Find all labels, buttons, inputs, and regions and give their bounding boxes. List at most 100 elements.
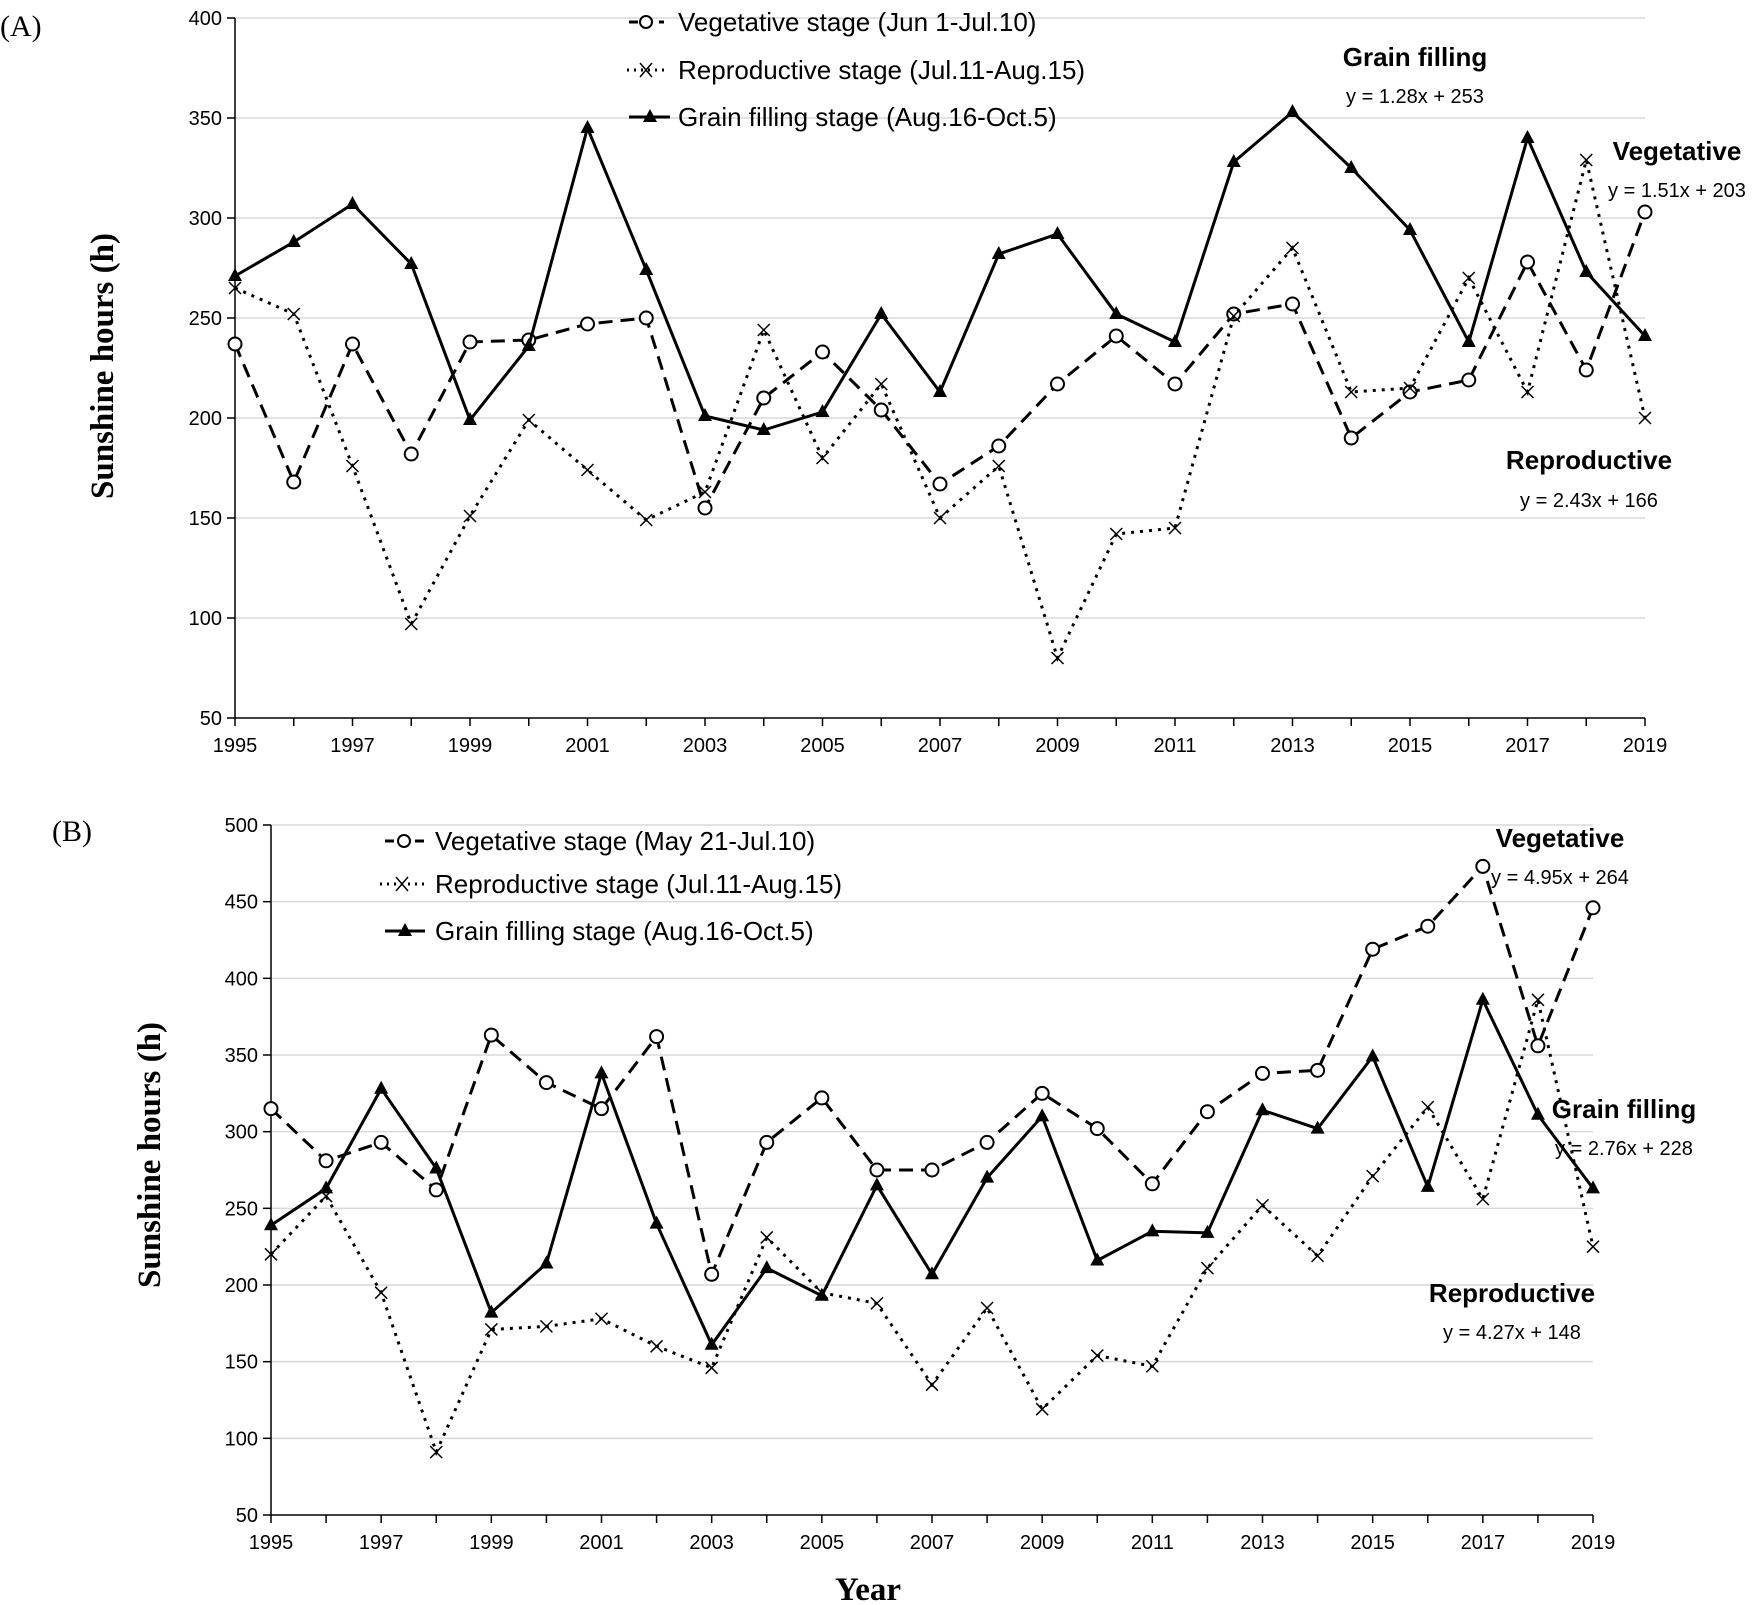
- y-tick-label: 250: [225, 1198, 258, 1220]
- data-point-rep: [815, 451, 830, 465]
- data-point-veg: [403, 446, 419, 462]
- data-point-rep: [650, 1339, 664, 1353]
- legend-label-vegetative: Vegetative stage (May 21-Jul.10): [435, 826, 815, 856]
- data-point-rep: [522, 413, 536, 427]
- data-point-grain: [1109, 306, 1124, 319]
- data-point-rep: [1531, 993, 1545, 1007]
- data-point-rep: [1586, 1240, 1600, 1254]
- data-point-rep: [933, 511, 947, 525]
- data-point-grain: [1586, 1180, 1600, 1194]
- data-point-rep: [1227, 309, 1241, 323]
- y-tick-label: 500: [225, 815, 258, 837]
- data-point-grain: [756, 422, 771, 435]
- panel-a-label: (A): [0, 10, 42, 43]
- legend-label-reproductive: Reproductive stage (Jul.11-Aug.15): [678, 55, 1085, 85]
- data-point-veg: [1167, 376, 1183, 392]
- legend-item-vegetative: Vegetative stage (Jun 1-Jul.10): [629, 7, 1036, 37]
- annotation-title: Vegetative: [1613, 136, 1742, 166]
- annotation-reproductive-a: Reproductive y = 2.43x + 166: [1506, 445, 1672, 512]
- panel-b-y-axis-label: Sunshine hours (h): [132, 1022, 168, 1288]
- legend-item-reproductive: Reproductive stage (Jul.11-Aug.15): [380, 869, 842, 899]
- panel-b-legend: Vegetative stage (May 21-Jul.10) Reprodu…: [380, 826, 842, 946]
- y-tick-label: 350: [189, 108, 222, 130]
- legend-label-reproductive: Reproductive stage (Jul.11-Aug.15): [435, 869, 842, 899]
- data-point-grain: [874, 306, 889, 319]
- x-tick-label: 2019: [1623, 735, 1668, 757]
- legend-item-grain-filling: Grain filling stage (Aug.16-Oct.5): [385, 916, 814, 946]
- data-point-rep: [429, 1445, 443, 1459]
- data-point-veg: [594, 1101, 609, 1117]
- data-point-grain: [1168, 334, 1182, 347]
- data-point-grain: [698, 408, 712, 421]
- y-tick-label: 150: [189, 508, 222, 530]
- data-point-veg: [1475, 858, 1491, 874]
- x-tick-label: 1997: [330, 735, 375, 757]
- data-point-veg: [1255, 1065, 1270, 1081]
- data-point-rep: [345, 459, 360, 473]
- x-tick-label: 2013: [1240, 1532, 1285, 1554]
- x-tick-label: 2007: [918, 735, 963, 757]
- data-point-veg: [756, 390, 772, 406]
- x-tick-label: 2001: [579, 1532, 624, 1554]
- annotation-equation: y = 4.27x + 148: [1443, 1322, 1581, 1344]
- data-point-veg: [1461, 372, 1477, 388]
- data-point-rep: [992, 459, 1006, 473]
- y-tick-label: 300: [189, 208, 222, 230]
- data-point-rep: [1403, 381, 1417, 395]
- data-point-grain: [594, 1065, 609, 1079]
- annotation-grain-filling-a: Grain filling y = 1.28x + 253: [1343, 42, 1487, 108]
- panel-b-x-ticks: 1995 1997 1999 2001 2003 2005 2007 2009 2011 2013…: [249, 1515, 1615, 1554]
- data-point-veg: [1402, 384, 1418, 400]
- data-point-grain: [1050, 226, 1065, 239]
- data-point-rep: [1366, 1169, 1380, 1183]
- annotation-vegetative-a: Vegetative y = 1.51x + 203: [1608, 136, 1746, 202]
- x-tick-label: 2003: [683, 735, 728, 757]
- annotation-equation: y = 2.76x + 228: [1555, 1138, 1693, 1160]
- data-point-veg: [483, 1027, 499, 1043]
- data-point-rep: [1145, 1359, 1159, 1373]
- x-tick-label: 2017: [1505, 735, 1550, 757]
- x-tick-label: 2005: [800, 735, 845, 757]
- data-point-grain: [345, 196, 360, 209]
- data-point-rep: [1050, 651, 1065, 665]
- data-point-veg: [991, 438, 1007, 454]
- data-point-grain: [815, 404, 830, 417]
- data-point-grain: [980, 1169, 995, 1183]
- panel-a-legend: Vegetative stage (Jun 1-Jul.10) Reproduc…: [627, 7, 1085, 132]
- data-point-grain: [1310, 1120, 1325, 1134]
- data-point-rep: [639, 513, 653, 527]
- x-tick-label: 2015: [1388, 735, 1433, 757]
- data-point-grain: [404, 256, 419, 269]
- data-point-grain: [264, 1217, 278, 1231]
- data-point-grain: [1226, 154, 1241, 167]
- data-point-rep: [594, 1312, 609, 1326]
- data-point-grain: [521, 338, 536, 351]
- data-point-rep: [1579, 153, 1593, 167]
- panel-b-series: [263, 858, 1601, 1459]
- data-point-veg: [979, 1134, 995, 1150]
- data-point-veg: [924, 1162, 940, 1178]
- y-tick-label: 200: [225, 1275, 258, 1297]
- y-tick-label: 100: [189, 608, 222, 630]
- x-tick-label: 1999: [469, 1532, 514, 1554]
- data-point-grain: [869, 1177, 884, 1191]
- annotation-equation: y = 1.28x + 253: [1346, 86, 1484, 108]
- data-point-rep: [1638, 411, 1652, 425]
- data-point-grain: [925, 1266, 939, 1280]
- data-point-grain: [1035, 1108, 1050, 1122]
- data-point-grain: [1579, 264, 1594, 277]
- y-tick-label: 400: [225, 968, 258, 990]
- data-point-rep: [463, 509, 477, 523]
- data-point-veg: [697, 500, 713, 516]
- data-point-grain: [228, 268, 242, 281]
- data-point-grain: [374, 1080, 389, 1094]
- data-point-grain: [429, 1160, 444, 1174]
- data-point-grain: [1461, 334, 1476, 347]
- panel-b-gridlines: [271, 824, 1593, 1440]
- data-point-grain: [1344, 160, 1359, 173]
- data-point-rep: [484, 1322, 498, 1337]
- data-point-rep: [374, 1286, 388, 1300]
- data-point-veg: [1585, 900, 1601, 916]
- data-point-grain: [1520, 130, 1535, 143]
